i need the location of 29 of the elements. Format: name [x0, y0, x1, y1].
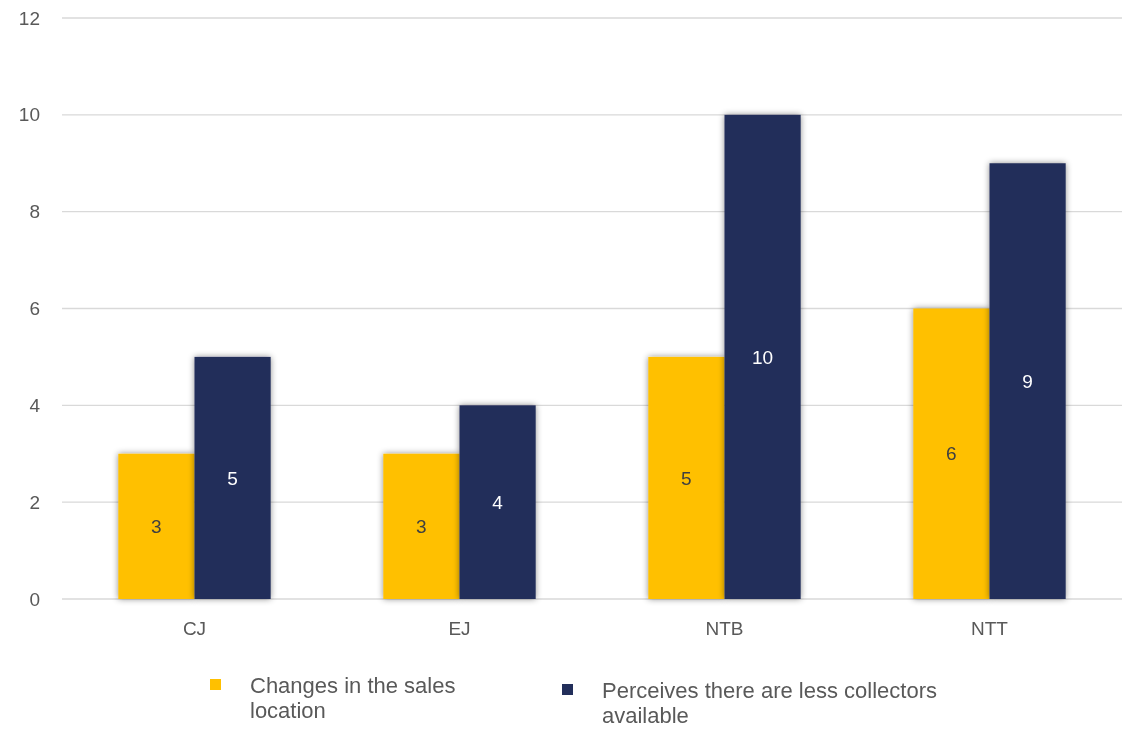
- x-tick-label: CJ: [182, 618, 207, 639]
- data-label: 10: [752, 346, 774, 368]
- data-label: 5: [681, 467, 692, 489]
- data-label: 6: [946, 443, 957, 465]
- data-label: 9: [1022, 370, 1033, 392]
- bar: [459, 405, 536, 599]
- bar: [648, 356, 725, 599]
- x-tick-label: NTT: [971, 618, 1009, 639]
- data-label: 4: [492, 491, 504, 513]
- data-label: 3: [151, 516, 162, 538]
- y-tick-label: 10: [18, 104, 40, 126]
- y-tick-label: 0: [29, 588, 40, 610]
- y-tick-label: 12: [18, 7, 40, 29]
- legend-label: Perceives there are less collectors available: [602, 677, 938, 728]
- legend-label: Changes in the sales location: [250, 672, 456, 723]
- x-tick-label: EJ: [448, 618, 471, 639]
- bar: [989, 163, 1066, 599]
- y-tick-label: 2: [29, 491, 40, 513]
- y-tick-label: 6: [29, 298, 40, 320]
- bar: [724, 114, 801, 599]
- bar: [194, 356, 271, 599]
- data-label: 5: [227, 467, 238, 489]
- x-tick-label: NTB: [705, 618, 744, 639]
- data-label: 3: [416, 516, 427, 538]
- bar: [383, 453, 460, 599]
- y-tick-label: 8: [29, 201, 40, 223]
- bar: [913, 308, 990, 599]
- bar: [118, 453, 195, 599]
- y-tick-label: 4: [29, 394, 41, 416]
